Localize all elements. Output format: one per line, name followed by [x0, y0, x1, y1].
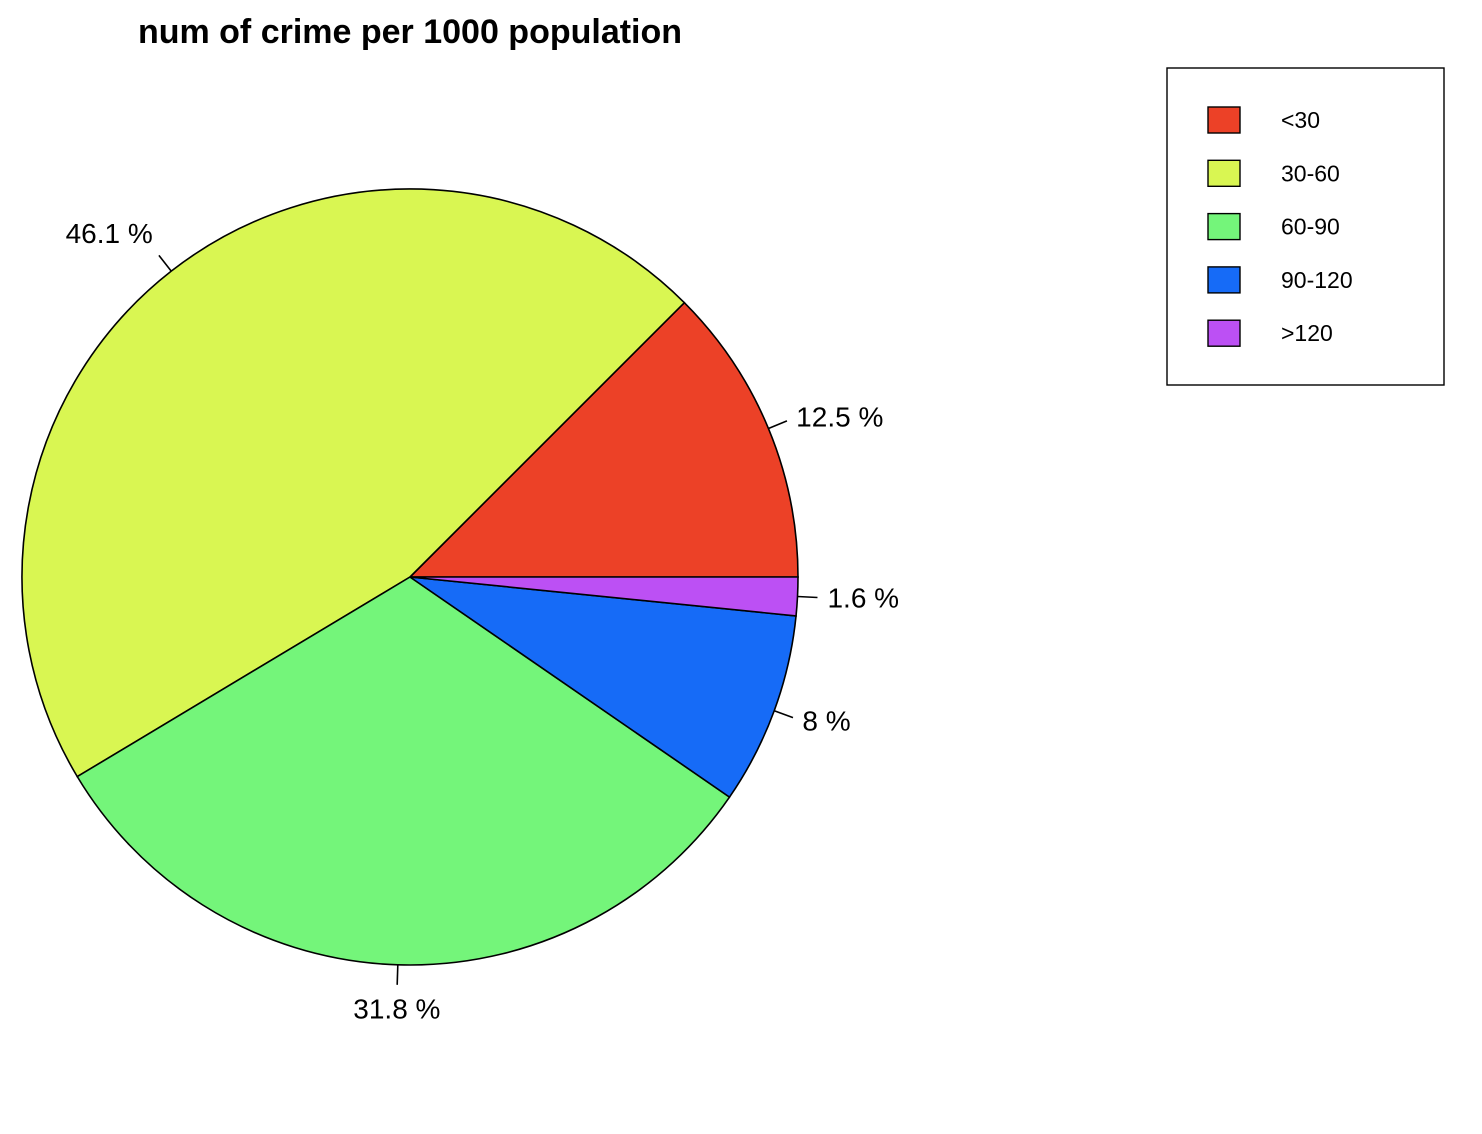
pie-label-lt-30: 12.5 %: [796, 402, 883, 433]
legend-swatch-90-120: [1207, 266, 1241, 294]
pie-slice-90-120: [409, 576, 797, 799]
pie-labels: 12.5 % 46.1 % 31.8 % 8 % 1.6 %: [66, 218, 899, 1024]
leader-line-60-90: [396, 964, 399, 985]
legend-swatch-60-90: [1207, 212, 1241, 241]
pie-slice-lt-30: [408, 301, 799, 578]
legend-label-lt-30: <30: [1281, 107, 1320, 133]
pie-label-60-90: 31.8 %: [353, 993, 440, 1024]
legend-swatch-gt-120: [1207, 319, 1241, 347]
legend: <30 30-60 60-90 90-120 >120: [1166, 67, 1445, 386]
legend-label-60-90: 60-90: [1281, 214, 1340, 240]
legend-swatch-lt-30: [1207, 106, 1241, 134]
pie-slice-30-60: [21, 188, 686, 778]
leader-line-lt-30: [768, 420, 788, 430]
leader-line-90-120: [773, 709, 794, 719]
legend-label-30-60: 30-60: [1281, 160, 1340, 186]
leader-line-gt-120: [797, 595, 818, 599]
legend-label-90-120: 90-120: [1281, 267, 1353, 293]
legend-swatch-30-60: [1207, 159, 1241, 188]
pie-label-gt-120: 1.6 %: [827, 583, 899, 614]
pie-slice-gt-120: [409, 576, 799, 617]
pie-label-30-60: 46.1 %: [66, 218, 153, 249]
pie-slices: [21, 188, 799, 966]
chart-title: num of crime per 1000 population: [138, 13, 682, 51]
pie-label-90-120: 8 %: [802, 706, 850, 737]
leader-line-30-60: [158, 254, 172, 272]
legend-label-gt-120: >120: [1281, 320, 1333, 346]
